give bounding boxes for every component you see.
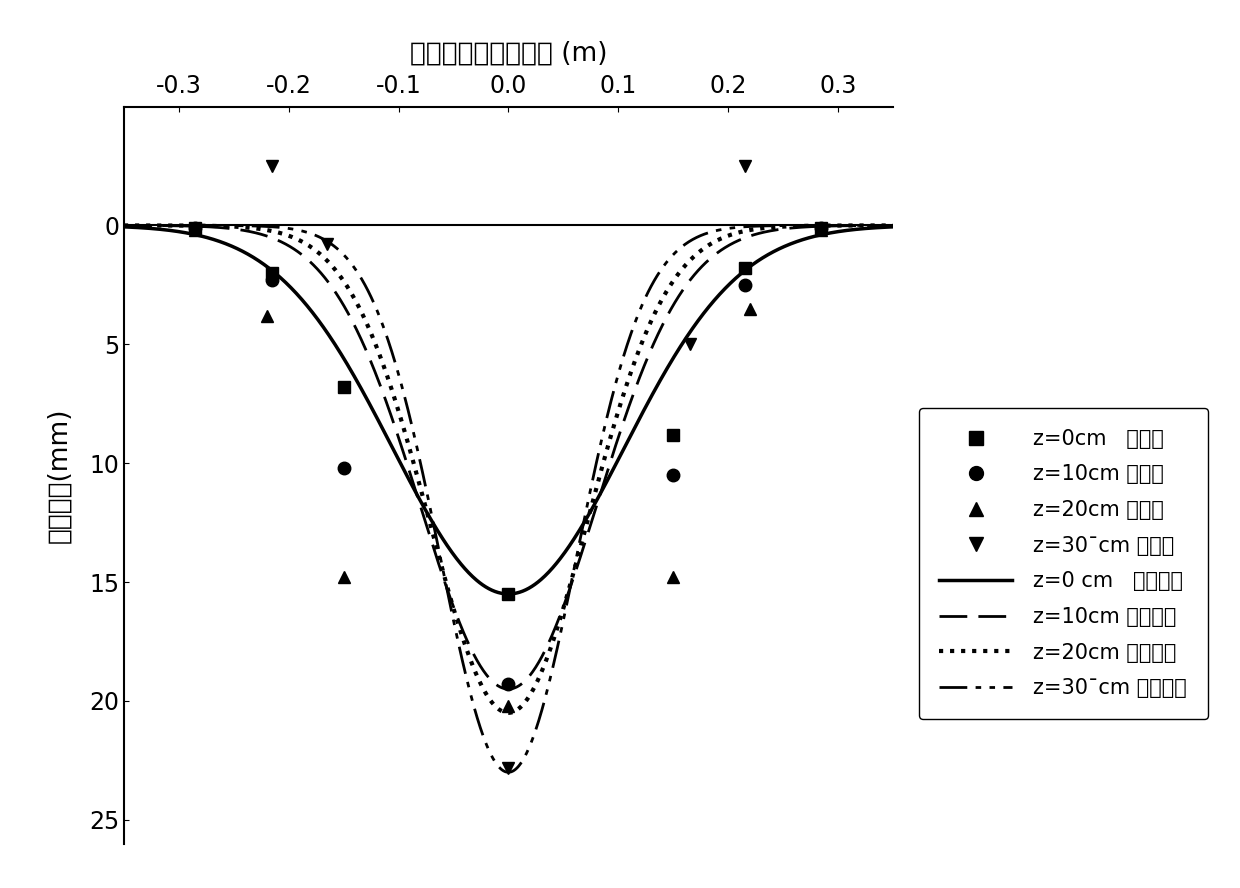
Legend: z=0cm   实测值, z=10cm 实测值, z=20cm 实测值, z=30¯cm 实测值, z=0 cm   拟合曲线, z=10cm 拟合曲线, z=: z=0cm 实测值, z=10cm 实测值, z=20cm 实测值, z=30¯… xyxy=(919,408,1208,719)
Y-axis label: 地层位移(mm): 地层位移(mm) xyxy=(46,408,72,543)
X-axis label: 测点距隧道轴线距离 (m): 测点距隧道轴线距离 (m) xyxy=(409,40,608,67)
